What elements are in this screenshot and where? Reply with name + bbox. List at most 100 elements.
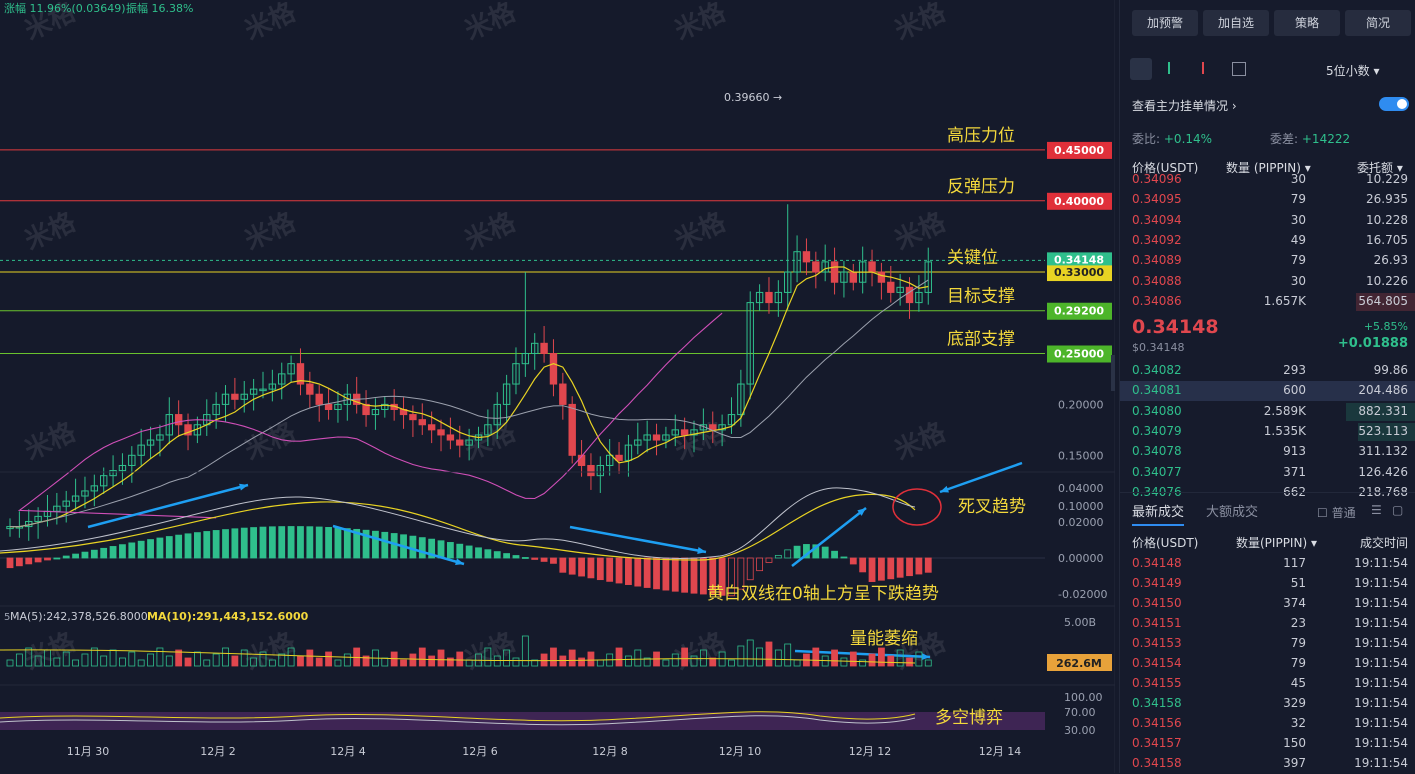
orderbook-depth-icon[interactable] xyxy=(1232,62,1246,76)
high-marker: 0.39660 → xyxy=(724,91,782,104)
trade-row[interactable]: 0.34158 397 19:11:54 xyxy=(1120,754,1415,774)
row-total: 10.228 xyxy=(1366,212,1408,227)
bid-row[interactable]: 0.34080 2.589K 882.331 xyxy=(1120,402,1415,422)
x-tick: 12月 12 xyxy=(849,745,892,758)
candle-body xyxy=(184,424,192,436)
indicator-bar xyxy=(137,540,145,559)
volume-ma-line xyxy=(0,649,916,664)
bid-row[interactable]: 0.34076 662 218.768 xyxy=(1120,483,1415,503)
volume-annotation: 量能萎缩 xyxy=(850,629,918,649)
ask-row[interactable]: 0.34088 30 10.226 xyxy=(1120,272,1415,292)
ask-row[interactable]: 0.34096 30 10.229 xyxy=(1120,170,1415,190)
volume-bar xyxy=(409,653,417,667)
trade-row[interactable]: 0.34158 329 19:11:54 xyxy=(1120,694,1415,714)
volume-bar xyxy=(484,647,492,667)
overview-button[interactable]: 简况 xyxy=(1345,10,1411,36)
ask-row[interactable]: 0.34089 79 26.93 xyxy=(1120,251,1415,271)
row-price: 0.34092 xyxy=(1132,232,1182,247)
trade-row[interactable]: 0.34157 150 19:11:54 xyxy=(1120,734,1415,754)
indicator-bar xyxy=(521,557,529,559)
candle-body xyxy=(643,434,651,441)
layout-icon[interactable]: ▢ xyxy=(1392,503,1404,517)
candle-body xyxy=(755,291,764,304)
main-orders-link[interactable]: 查看主力挂单情况 › xyxy=(1132,99,1237,113)
indicator-bar xyxy=(193,532,201,559)
main-orders-toggle[interactable] xyxy=(1379,97,1409,111)
row-price: 0.34154 xyxy=(1132,656,1182,670)
trade-row[interactable]: 0.34156 32 19:11:54 xyxy=(1120,714,1415,734)
ask-row[interactable]: 0.34092 49 16.705 xyxy=(1120,231,1415,251)
volume-bar xyxy=(25,647,33,667)
tab-latest-trades[interactable]: 最新成交 xyxy=(1132,501,1185,526)
trades-col-qty[interactable]: 数量(PIPPIN) ▾ xyxy=(1236,536,1317,550)
ask-row[interactable]: 0.34086 1.657K 564.805 xyxy=(1120,292,1415,312)
trade-row[interactable]: 0.34151 23 19:11:54 xyxy=(1120,614,1415,634)
candle-body xyxy=(128,454,136,466)
ask-row[interactable]: 0.34095 79 26.935 xyxy=(1120,190,1415,210)
decimals-select[interactable]: 5位小数 ▾ xyxy=(1326,64,1380,78)
col-total[interactable]: 委托额 ▾ xyxy=(1357,161,1403,175)
trade-row[interactable]: 0.34155 45 19:11:54 xyxy=(1120,674,1415,694)
row-qty: 329 xyxy=(1283,696,1306,710)
bid-row[interactable]: 0.34078 913 311.132 xyxy=(1120,442,1415,462)
row-price: 0.34080 xyxy=(1132,403,1182,418)
candle-body xyxy=(212,403,220,416)
indicator-bar xyxy=(44,557,51,561)
orderbook-bids-icon[interactable] xyxy=(1168,62,1184,74)
row-total: 204.486 xyxy=(1358,383,1408,398)
candle-body xyxy=(709,424,717,431)
indicator-bar xyxy=(428,538,436,559)
volume-bar xyxy=(268,659,276,667)
volume-bar xyxy=(400,659,407,667)
level-label-bg xyxy=(1047,345,1112,363)
tab-large-trades[interactable]: 大额成交 xyxy=(1206,505,1259,520)
dea-white-line xyxy=(0,487,916,559)
volume-bar xyxy=(550,647,557,667)
bid-row[interactable]: 0.34079 1.535K 523.113 xyxy=(1120,422,1415,442)
bid-row[interactable]: 0.34081 600 204.486 xyxy=(1120,381,1415,402)
orderbook-both-icon[interactable] xyxy=(1130,58,1152,80)
indicator-bar xyxy=(343,528,351,559)
indicator-bar xyxy=(175,534,183,559)
indicator-bar xyxy=(718,557,726,596)
candle-body xyxy=(737,383,745,416)
indicator-bar xyxy=(671,557,679,592)
col-qty[interactable]: 数量 (PIPPIN) ▾ xyxy=(1226,161,1311,175)
filter-icon[interactable]: ☰ xyxy=(1371,503,1382,517)
trade-row[interactable]: 0.34154 79 19:11:54 xyxy=(1120,654,1415,674)
volume-bar xyxy=(259,651,267,667)
indicator-bar xyxy=(615,557,623,584)
volume-bar xyxy=(634,649,642,667)
volume-bar xyxy=(681,647,689,667)
trade-row[interactable]: 0.34150 374 19:11:54 xyxy=(1120,594,1415,614)
volume-bar xyxy=(175,649,183,667)
row-qty: 30 xyxy=(1290,212,1306,227)
strategy-button[interactable]: 策略 xyxy=(1274,10,1340,36)
trade-row[interactable]: 0.34153 79 19:11:54 xyxy=(1120,634,1415,654)
candle-body xyxy=(549,353,558,385)
indicator-bar xyxy=(643,557,651,588)
weibi: 委比: +0.14% xyxy=(1132,132,1213,146)
alert-button[interactable]: 加预警 xyxy=(1132,10,1198,36)
indicator-bar xyxy=(287,526,295,559)
oscillator-line xyxy=(0,711,916,722)
normal-checkbox[interactable]: ☐ 普通 xyxy=(1317,506,1356,520)
depth-bar xyxy=(1358,422,1415,441)
row-qty: 374 xyxy=(1283,596,1306,610)
row-qty: 600 xyxy=(1283,383,1306,398)
row-qty: 1.657K xyxy=(1263,293,1306,308)
ask-row[interactable]: 0.34094 30 10.228 xyxy=(1120,211,1415,231)
volume-bar xyxy=(6,659,14,667)
bid-row[interactable]: 0.34077 371 126.426 xyxy=(1120,463,1415,483)
orderbook-asks-icon[interactable] xyxy=(1202,62,1218,74)
trade-row[interactable]: 0.34149 51 19:11:54 xyxy=(1120,574,1415,594)
indicator-bar xyxy=(184,533,192,559)
indicator-bar xyxy=(606,557,614,582)
bid-row[interactable]: 0.34082 293 99.86 xyxy=(1120,361,1415,381)
indicator-bar xyxy=(465,545,473,559)
favorite-button[interactable]: 加自选 xyxy=(1203,10,1269,36)
trade-row[interactable]: 0.34148 117 19:11:54 xyxy=(1120,554,1415,574)
x-tick: 12月 2 xyxy=(200,745,236,758)
candle-body xyxy=(587,464,595,477)
